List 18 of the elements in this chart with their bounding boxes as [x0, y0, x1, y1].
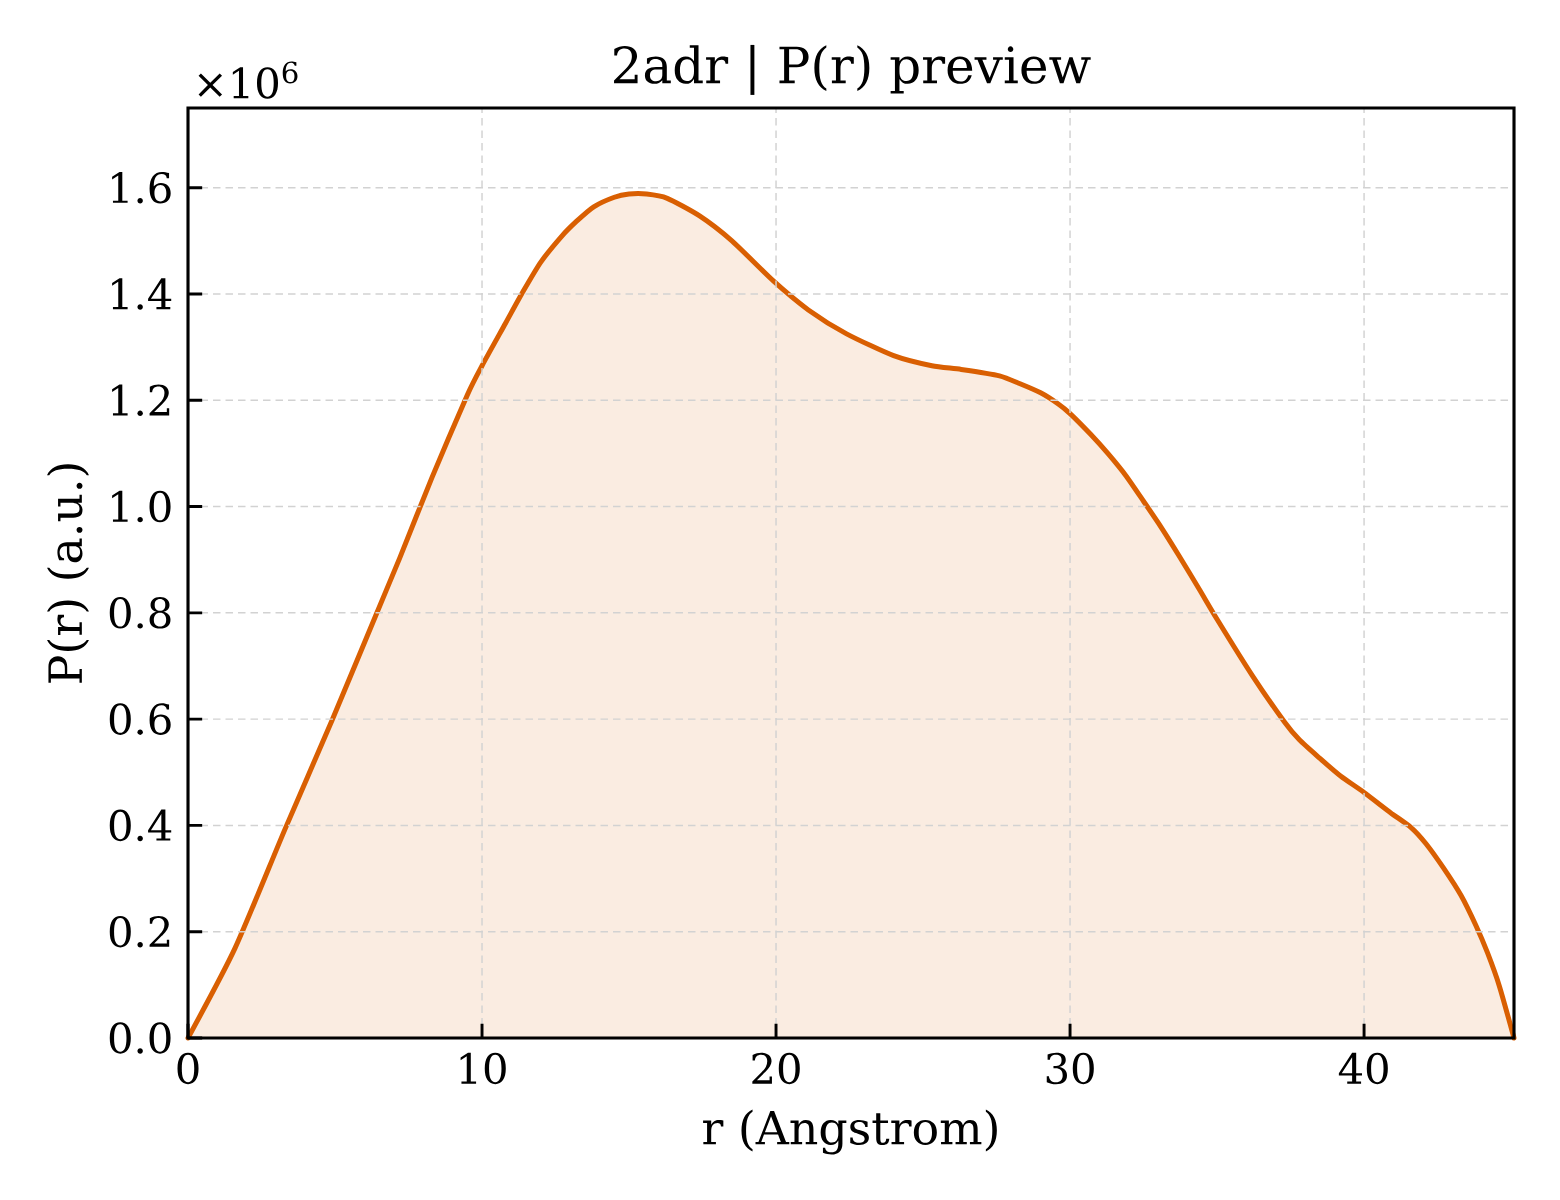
x-tick-label: 30 [1046, 1052, 1094, 1085]
y-tick-label: 0.8 [109, 597, 171, 629]
y-tick-label: 0.2 [109, 915, 170, 948]
text: ×10$^{6}$ [198, 61, 298, 99]
y-axis-title: P(r) (a.u.) [47, 464, 89, 683]
y-tick-label: 1.0 [112, 490, 171, 523]
x-tick-label: 40 [1338, 1052, 1388, 1085]
chart-title: 2adr | P(r) preview [614, 44, 1091, 95]
y-tick-label: 0.0 [109, 1022, 171, 1054]
y-tick-label: 1.6 [112, 171, 171, 204]
x-tick-label: 20 [752, 1052, 800, 1085]
y-tick-label: 0.6 [109, 703, 171, 735]
y-tick-label: 1.4 [112, 278, 172, 310]
x-tick-label: 0 [177, 1052, 199, 1085]
y-tick-label: 0.4 [109, 809, 172, 842]
x-tick-label: 10 [460, 1052, 506, 1085]
x-axis-title: r (Angstrom) [703, 1109, 997, 1155]
y-tick-label: 1.2 [112, 384, 170, 417]
